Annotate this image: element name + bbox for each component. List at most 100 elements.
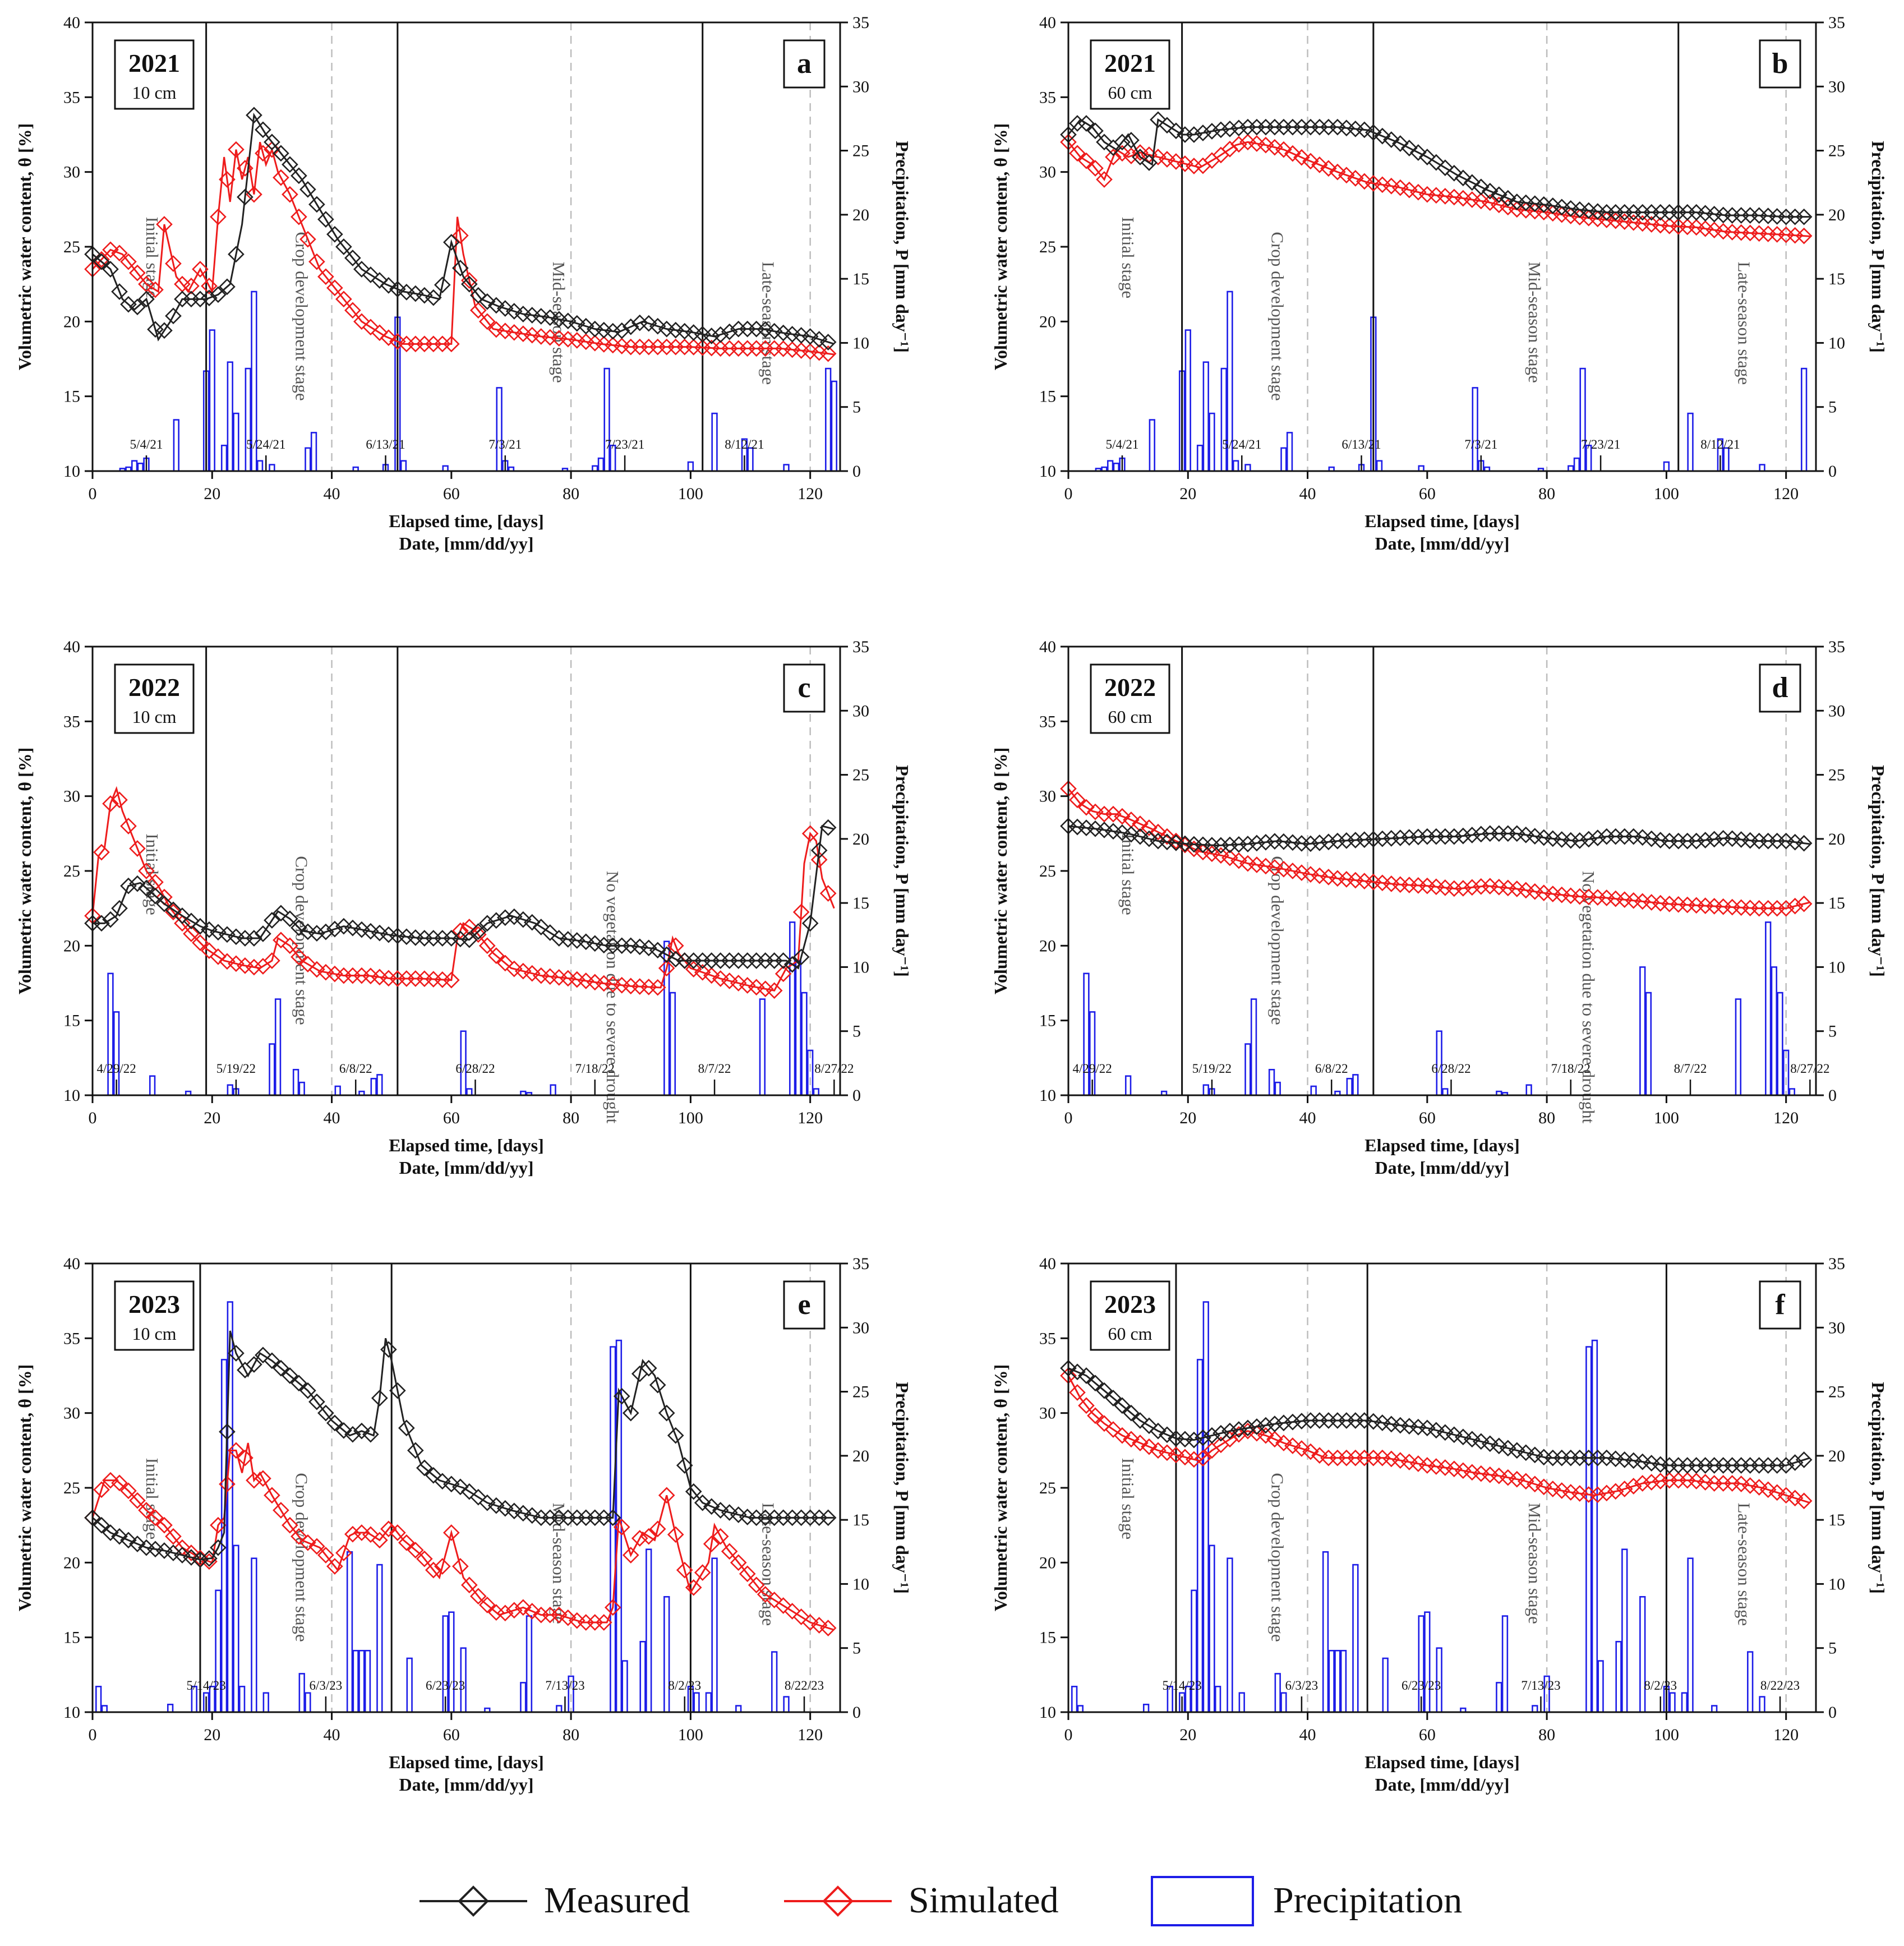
date-label: 8/2/23	[1644, 1678, 1677, 1693]
precip-bar	[1328, 1649, 1335, 1713]
simulated-point	[1123, 1431, 1140, 1448]
simulated-point	[443, 1524, 460, 1541]
precip-bar	[1077, 1705, 1084, 1713]
precip-bar	[1322, 1551, 1329, 1713]
y-axis-title: Volumetric water content, θ [%]	[990, 1364, 1011, 1612]
simulated-point	[1463, 879, 1481, 896]
date-label: 5/14/23	[186, 1678, 225, 1693]
precip-bar	[262, 1692, 269, 1713]
precip-bar	[448, 1611, 455, 1713]
simulated-point	[219, 953, 236, 970]
x-tick-label: 60	[443, 1726, 460, 1744]
measured-point	[604, 1509, 621, 1527]
simulated-point	[353, 1524, 370, 1541]
stage-label: Crop development stage	[292, 856, 312, 1025]
precip-bar	[238, 1685, 246, 1713]
measured-point	[496, 1500, 514, 1517]
y2-tick-label: 10	[852, 334, 869, 352]
simulated-point	[111, 245, 128, 262]
precip-bar	[735, 1705, 742, 1713]
measured-point	[1230, 1421, 1247, 1438]
y-tick-label: 40	[1039, 638, 1056, 656]
date-label: 7/3/21	[1464, 437, 1497, 451]
measured-point	[622, 318, 639, 335]
precip-bar	[1244, 464, 1251, 472]
date-label: 7/18/22	[575, 1062, 615, 1076]
y2-tick-label: 20	[1828, 206, 1845, 224]
legend-precipitation-label: Precipitation	[1273, 1880, 1463, 1921]
measured-point	[1445, 1426, 1463, 1444]
measured-point	[1132, 828, 1149, 845]
precip-bar	[1250, 998, 1257, 1096]
simulated-point	[1177, 1449, 1193, 1466]
y2-tick-label: 5	[1828, 398, 1837, 417]
measured-point	[1786, 1454, 1804, 1471]
precip-bar	[1214, 1685, 1221, 1713]
measured-point	[425, 1467, 442, 1484]
precip-bar	[1209, 1544, 1215, 1713]
simulated-point	[282, 186, 298, 203]
simulated-point	[344, 302, 361, 319]
x-tick-label: 120	[1773, 1726, 1799, 1744]
precip-bar	[1280, 447, 1287, 472]
simulated-point	[174, 915, 191, 932]
measured-point	[102, 1524, 119, 1541]
legend-precipitation: Precipitation	[1144, 1870, 1462, 1932]
measured-point	[676, 1457, 693, 1474]
y-tick-label: 25	[1039, 862, 1056, 880]
simulated-point	[102, 241, 119, 259]
precip-bar	[1424, 1611, 1431, 1713]
precip-bar	[107, 972, 114, 1096]
precip-bar	[711, 1557, 718, 1713]
measured-point	[1239, 836, 1256, 852]
y-tick-label: 20	[63, 1553, 80, 1572]
measured-point	[273, 905, 289, 922]
panel-letter: e	[797, 1289, 810, 1321]
precip-bar	[1800, 367, 1808, 472]
stage-label: Mid-season stage	[549, 1503, 569, 1624]
simulated-point	[451, 922, 469, 939]
simulated-point	[469, 302, 487, 319]
precip-bar	[376, 1074, 383, 1096]
simulated-point	[514, 962, 532, 980]
simulated-point	[129, 1492, 146, 1509]
y-axis-title: Volumetric water content, θ [%]	[990, 748, 1011, 995]
precip-bar	[233, 1544, 239, 1713]
simulated-point	[210, 208, 227, 225]
measured-point	[308, 925, 325, 942]
precip-bar	[646, 1548, 652, 1713]
measured-point	[156, 322, 173, 339]
y-tick-label: 40	[63, 1255, 80, 1273]
y2-tick-label: 0	[852, 1703, 861, 1722]
precip-bar	[1352, 1564, 1359, 1713]
measured-point	[1589, 829, 1606, 846]
measured-point	[174, 1547, 191, 1564]
measured-point	[1499, 190, 1516, 207]
date-label: 8/2/23	[668, 1678, 701, 1693]
measured-point	[658, 1404, 675, 1422]
precip-bar	[137, 462, 144, 472]
simulated-point	[1625, 1478, 1642, 1495]
measured-point	[317, 923, 334, 940]
precip-bar	[1142, 1703, 1150, 1713]
y-tick-label: 30	[1039, 787, 1056, 806]
y2-tick-label: 0	[1828, 1086, 1837, 1105]
measured-point	[1688, 832, 1705, 850]
measured-point	[264, 912, 280, 929]
simulated-point	[792, 903, 810, 921]
simulated-point	[1759, 1481, 1777, 1498]
simulated-point	[1616, 1481, 1633, 1497]
stage-label: Crop development stage	[1268, 232, 1288, 400]
measured-point	[111, 1528, 128, 1545]
measured-point	[1087, 122, 1104, 140]
measured-point	[138, 290, 155, 308]
precip-bar	[813, 1088, 820, 1096]
measured-point	[308, 196, 325, 213]
simulated-point	[1607, 1483, 1624, 1500]
measured-point	[192, 917, 209, 935]
measured-point	[1311, 834, 1328, 851]
legend-simulated-symbol	[784, 1885, 892, 1917]
precip-bar	[95, 1685, 102, 1713]
stage-label: Late-season stage	[1734, 262, 1754, 385]
measured-point	[514, 1505, 532, 1522]
